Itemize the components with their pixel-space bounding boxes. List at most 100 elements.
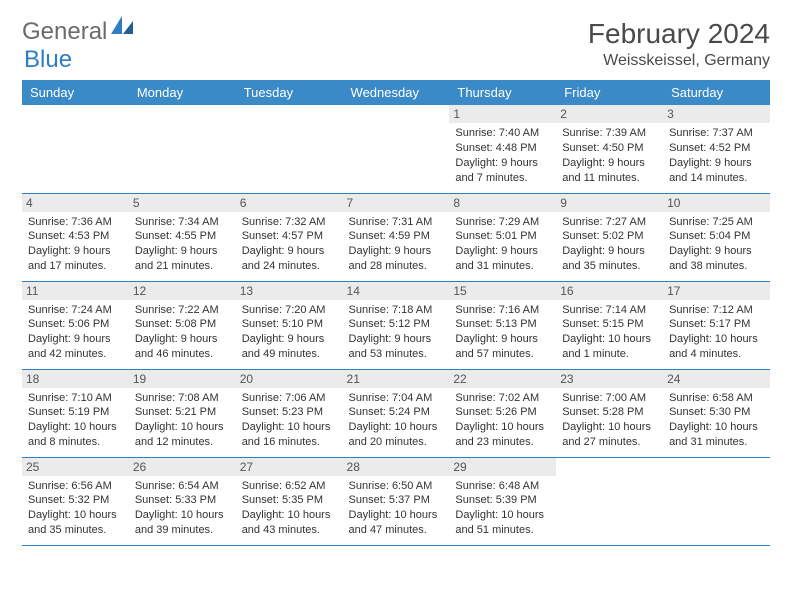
calendar-day-cell	[236, 105, 343, 193]
daylight-text: Daylight: 10 hours and 31 minutes.	[669, 420, 764, 450]
title-location: Weisskeissel, Germany	[588, 52, 770, 70]
daylight-text: Daylight: 10 hours and 43 minutes.	[242, 508, 337, 538]
sunrise-text: Sunrise: 6:58 AM	[669, 391, 764, 406]
sunset-text: Sunset: 5:24 PM	[349, 405, 444, 420]
day-number: 8	[449, 194, 556, 212]
day-info: Sunrise: 6:50 AMSunset: 5:37 PMDaylight:…	[349, 479, 444, 538]
col-header: Sunday	[22, 80, 129, 105]
col-header: Saturday	[663, 80, 770, 105]
title-block: February 2024 Weisskeissel, Germany	[588, 18, 770, 70]
sunrise-text: Sunrise: 7:25 AM	[669, 215, 764, 230]
sunset-text: Sunset: 5:12 PM	[349, 317, 444, 332]
calendar-day-cell: 10Sunrise: 7:25 AMSunset: 5:04 PMDayligh…	[663, 193, 770, 281]
daylight-text: Daylight: 10 hours and 23 minutes.	[455, 420, 550, 450]
calendar-day-cell: 15Sunrise: 7:16 AMSunset: 5:13 PMDayligh…	[449, 281, 556, 369]
calendar-day-cell: 21 Sunrise: 7:04 AMSunset: 5:24 PMDayligh…	[343, 369, 450, 457]
daylight-text: Daylight: 9 hours and 53 minutes.	[349, 332, 444, 362]
sunset-text: Sunset: 4:57 PM	[242, 229, 337, 244]
day-number: 9	[556, 194, 663, 212]
sunrise-text: Sunrise: 7:16 AM	[455, 303, 550, 318]
calendar-day-cell: 11Sunrise: 7:24 AMSunset: 5:06 PMDayligh…	[22, 281, 129, 369]
day-number: 7	[343, 194, 450, 212]
logo: General	[22, 18, 135, 46]
day-info: Sunrise: 7:32 AMSunset: 4:57 PMDaylight:…	[242, 215, 337, 274]
day-number: 17	[663, 282, 770, 300]
calendar-day-cell: 22Sunrise: 7:02 AMSunset: 5:26 PMDayligh…	[449, 369, 556, 457]
day-info: Sunrise: 7:04 AMSunset: 5:24 PMDaylight:…	[349, 391, 444, 450]
sunset-text: Sunset: 4:50 PM	[562, 141, 657, 156]
sunset-text: Sunset: 5:17 PM	[669, 317, 764, 332]
sunrise-text: Sunrise: 7:34 AM	[135, 215, 230, 230]
day-number: 29	[449, 458, 556, 476]
day-number: 15	[449, 282, 556, 300]
day-info: Sunrise: 7:12 AMSunset: 5:17 PMDaylight:…	[669, 303, 764, 362]
daylight-text: Daylight: 10 hours and 16 minutes.	[242, 420, 337, 450]
day-number: 21	[343, 370, 450, 388]
calendar-week-row: 25Sunrise: 6:56 AMSunset: 5:32 PMDayligh…	[22, 457, 770, 545]
sunset-text: Sunset: 5:33 PM	[135, 493, 230, 508]
day-number: 4	[22, 194, 129, 212]
daylight-text: Daylight: 9 hours and 31 minutes.	[455, 244, 550, 274]
logo-text-gray: General	[22, 18, 107, 46]
day-info: Sunrise: 7:10 AMSunset: 5:19 PMDaylight:…	[28, 391, 123, 450]
daylight-text: Daylight: 9 hours and 14 minutes.	[669, 156, 764, 186]
sunrise-text: Sunrise: 7:18 AM	[349, 303, 444, 318]
day-number: 16	[556, 282, 663, 300]
daylight-text: Daylight: 10 hours and 35 minutes.	[28, 508, 123, 538]
day-info: Sunrise: 7:34 AMSunset: 4:55 PMDaylight:…	[135, 215, 230, 274]
daylight-text: Daylight: 9 hours and 38 minutes.	[669, 244, 764, 274]
sunrise-text: Sunrise: 7:06 AM	[242, 391, 337, 406]
day-info: Sunrise: 7:36 AMSunset: 4:53 PMDaylight:…	[28, 215, 123, 274]
sunrise-text: Sunrise: 7:27 AM	[562, 215, 657, 230]
calendar-week-row: 11Sunrise: 7:24 AMSunset: 5:06 PMDayligh…	[22, 281, 770, 369]
col-header: Tuesday	[236, 80, 343, 105]
sunset-text: Sunset: 5:28 PM	[562, 405, 657, 420]
sunset-text: Sunset: 4:55 PM	[135, 229, 230, 244]
sunset-text: Sunset: 5:06 PM	[28, 317, 123, 332]
day-info: Sunrise: 7:02 AMSunset: 5:26 PMDaylight:…	[455, 391, 550, 450]
calendar-table: Sunday Monday Tuesday Wednesday Thursday…	[22, 80, 770, 546]
calendar-day-cell: 14Sunrise: 7:18 AMSunset: 5:12 PMDayligh…	[343, 281, 450, 369]
day-info: Sunrise: 7:14 AMSunset: 5:15 PMDaylight:…	[562, 303, 657, 362]
col-header: Wednesday	[343, 80, 450, 105]
daylight-text: Daylight: 10 hours and 51 minutes.	[455, 508, 550, 538]
calendar-day-cell	[343, 105, 450, 193]
day-info: Sunrise: 7:18 AMSunset: 5:12 PMDaylight:…	[349, 303, 444, 362]
sunset-text: Sunset: 4:53 PM	[28, 229, 123, 244]
daylight-text: Daylight: 10 hours and 8 minutes.	[28, 420, 123, 450]
sunset-text: Sunset: 5:08 PM	[135, 317, 230, 332]
calendar-day-cell: 13Sunrise: 7:20 AMSunset: 5:10 PMDayligh…	[236, 281, 343, 369]
sunrise-text: Sunrise: 6:54 AM	[135, 479, 230, 494]
calendar-header-row: Sunday Monday Tuesday Wednesday Thursday…	[22, 80, 770, 105]
day-info: Sunrise: 7:37 AMSunset: 4:52 PMDaylight:…	[669, 126, 764, 185]
calendar-body: 1Sunrise: 7:40 AMSunset: 4:48 PMDaylight…	[22, 105, 770, 545]
daylight-text: Daylight: 10 hours and 27 minutes.	[562, 420, 657, 450]
daylight-text: Daylight: 10 hours and 47 minutes.	[349, 508, 444, 538]
day-info: Sunrise: 7:27 AMSunset: 5:02 PMDaylight:…	[562, 215, 657, 274]
calendar-day-cell	[556, 457, 663, 545]
sunset-text: Sunset: 5:04 PM	[669, 229, 764, 244]
day-info: Sunrise: 7:22 AMSunset: 5:08 PMDaylight:…	[135, 303, 230, 362]
header: General February 2024 Weisskeissel, Germ…	[22, 18, 770, 70]
sunrise-text: Sunrise: 7:02 AM	[455, 391, 550, 406]
calendar-day-cell	[129, 105, 236, 193]
sunrise-text: Sunrise: 7:36 AM	[28, 215, 123, 230]
calendar-day-cell: 9 Sunrise: 7:27 AMSunset: 5:02 PMDaylight…	[556, 193, 663, 281]
daylight-text: Daylight: 10 hours and 4 minutes.	[669, 332, 764, 362]
day-info: Sunrise: 6:52 AMSunset: 5:35 PMDaylight:…	[242, 479, 337, 538]
day-number: 13	[236, 282, 343, 300]
calendar-day-cell: 19Sunrise: 7:08 AMSunset: 5:21 PMDayligh…	[129, 369, 236, 457]
calendar-day-cell: 29Sunrise: 6:48 AMSunset: 5:39 PMDayligh…	[449, 457, 556, 545]
day-number: 11	[22, 282, 129, 300]
day-info: Sunrise: 7:31 AMSunset: 4:59 PMDaylight:…	[349, 215, 444, 274]
daylight-text: Daylight: 9 hours and 21 minutes.	[135, 244, 230, 274]
calendar-day-cell	[22, 105, 129, 193]
calendar-day-cell: 1Sunrise: 7:40 AMSunset: 4:48 PMDaylight…	[449, 105, 556, 193]
sunset-text: Sunset: 5:01 PM	[455, 229, 550, 244]
daylight-text: Daylight: 9 hours and 49 minutes.	[242, 332, 337, 362]
calendar-day-cell	[663, 457, 770, 545]
sunrise-text: Sunrise: 7:29 AM	[455, 215, 550, 230]
sunrise-text: Sunrise: 7:08 AM	[135, 391, 230, 406]
day-number: 19	[129, 370, 236, 388]
day-number: 23	[556, 370, 663, 388]
